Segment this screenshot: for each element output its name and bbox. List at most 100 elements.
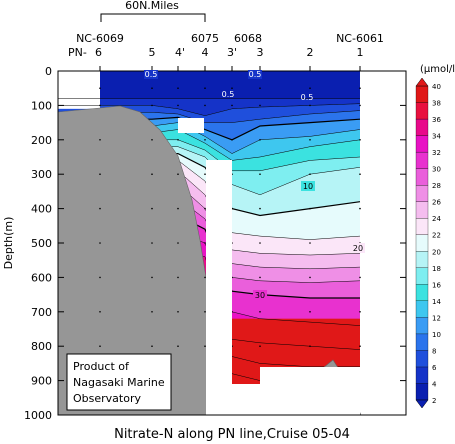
colorbar-tick-label: 8 bbox=[432, 347, 436, 355]
sample-dot bbox=[99, 207, 101, 210]
color-band-14 bbox=[58, 215, 360, 326]
sample-dot bbox=[359, 104, 361, 107]
sample-dot bbox=[204, 242, 206, 244]
y-tick-label: 700 bbox=[31, 306, 52, 319]
contour-label-05-a: 0.5 bbox=[145, 70, 158, 79]
sample-dot bbox=[99, 276, 101, 279]
sample-dot bbox=[99, 87, 101, 89]
sample-dot bbox=[99, 139, 101, 141]
station-label: 3 bbox=[257, 46, 264, 59]
contour-line-2 bbox=[58, 103, 361, 116]
colorbar-tick-label: 16 bbox=[432, 281, 441, 289]
colorbar-swatch bbox=[415, 317, 429, 335]
y-tick-label: 200 bbox=[31, 134, 52, 147]
colorbar-swatch bbox=[415, 201, 429, 219]
sample-dot bbox=[309, 139, 311, 141]
sample-dot bbox=[259, 311, 261, 313]
colorbar-swatch bbox=[415, 350, 429, 368]
sample-dot bbox=[177, 276, 179, 279]
color-band-9 bbox=[58, 153, 360, 240]
y-axis: 0 100 200 300 400 500 600 700 800 900 1000 bbox=[24, 65, 406, 422]
chart-title: Nitrate-N along PN line,Cruise 05-04 bbox=[114, 427, 350, 442]
sample-dot bbox=[99, 173, 101, 175]
colorbar-tick-label: 34 bbox=[432, 133, 441, 141]
sample-dot bbox=[309, 87, 311, 89]
sample-dot bbox=[151, 173, 153, 175]
sample-dot bbox=[99, 104, 101, 107]
sample-dot bbox=[204, 311, 206, 313]
note-box bbox=[66, 353, 172, 411]
sample-dot bbox=[259, 173, 261, 175]
sample-dot bbox=[151, 276, 153, 279]
sample-dot bbox=[309, 311, 311, 313]
sample-dot bbox=[204, 345, 206, 348]
sample-dot bbox=[204, 87, 206, 89]
no-data-right bbox=[361, 71, 406, 415]
colorbar-bottom-arrow bbox=[415, 399, 429, 409]
sample-dot bbox=[309, 345, 311, 348]
no-data-gap-1 bbox=[178, 118, 204, 133]
sample-dot bbox=[309, 104, 311, 107]
y-tick-label: 100 bbox=[31, 99, 52, 112]
colorbar-tick-label: 4 bbox=[432, 380, 437, 388]
sample-dot bbox=[151, 87, 153, 89]
sample-dot bbox=[99, 345, 101, 348]
colorbar-swatch bbox=[415, 135, 429, 153]
color-band-8 bbox=[58, 146, 360, 216]
y-tick-label: 900 bbox=[31, 375, 52, 388]
colorbar-swatch bbox=[415, 383, 429, 401]
sample-dot bbox=[359, 311, 361, 313]
colorbar-tick-label: 6 bbox=[432, 364, 437, 372]
contour-label-10: 10 bbox=[303, 182, 313, 191]
y-tick-label: 300 bbox=[31, 168, 52, 181]
contour-label-20: 20 bbox=[353, 244, 363, 253]
scale-bar bbox=[100, 13, 206, 22]
colorbar-tick-label: 40 bbox=[432, 83, 441, 91]
color-band-0 bbox=[58, 71, 360, 99]
colorbar-swatch bbox=[415, 151, 429, 169]
y-tick-label: 800 bbox=[31, 340, 52, 353]
colorbar-tick-label: 24 bbox=[432, 215, 441, 223]
sample-dot bbox=[204, 173, 206, 175]
colorbar-tick-label: 18 bbox=[432, 265, 441, 273]
note-line-1: Product of bbox=[73, 360, 130, 373]
colorbar-tick-label: 12 bbox=[432, 314, 441, 322]
station-label: 6 bbox=[95, 46, 102, 59]
colorbar-tick-label: 28 bbox=[432, 182, 441, 190]
station-label: 5 bbox=[149, 46, 156, 59]
sample-dot bbox=[359, 345, 361, 348]
sample-dot bbox=[151, 104, 153, 107]
sample-dot bbox=[309, 276, 311, 279]
station-label: 4 bbox=[202, 46, 209, 59]
sample-dot bbox=[259, 207, 261, 210]
station-name-nc6069: NC-6069 bbox=[76, 32, 124, 45]
contour-label-30: 30 bbox=[255, 291, 265, 300]
no-data-gap-4 bbox=[260, 367, 360, 415]
colorbar-tick-label: 20 bbox=[432, 248, 441, 256]
colorbar-swatch bbox=[415, 168, 429, 186]
contour-label-group: 0.5 0.5 0.5 0.5 10 20 30 bbox=[144, 70, 365, 300]
color-band-7 bbox=[58, 139, 360, 195]
colorbar-tick-label: 22 bbox=[432, 232, 441, 240]
colorbar-swatch bbox=[415, 333, 429, 351]
contour-label-05-c: 0.5 bbox=[222, 90, 235, 99]
sample-dot bbox=[359, 276, 361, 279]
sample-dot bbox=[204, 104, 206, 107]
no-data-gap-2 bbox=[206, 160, 232, 415]
sample-dot bbox=[177, 173, 179, 175]
sample-dot bbox=[309, 173, 311, 175]
sample-dot bbox=[231, 87, 233, 89]
station-label: 1 bbox=[357, 46, 364, 59]
sample-dot bbox=[99, 311, 101, 313]
y-axis-label: Depth(m) bbox=[2, 217, 15, 270]
contour-label-05-b: 0.5 bbox=[249, 70, 262, 79]
colorbar-top-arrow bbox=[415, 77, 429, 87]
colorbar-unit: (μmol/l) bbox=[420, 64, 455, 75]
sample-dot bbox=[231, 104, 233, 107]
sample-dot bbox=[259, 345, 261, 348]
station-labels: 6 5 4' 4 3' 3 2 1 bbox=[95, 46, 364, 59]
no-data-gap-3 bbox=[232, 384, 260, 415]
sample-dot bbox=[151, 242, 153, 244]
